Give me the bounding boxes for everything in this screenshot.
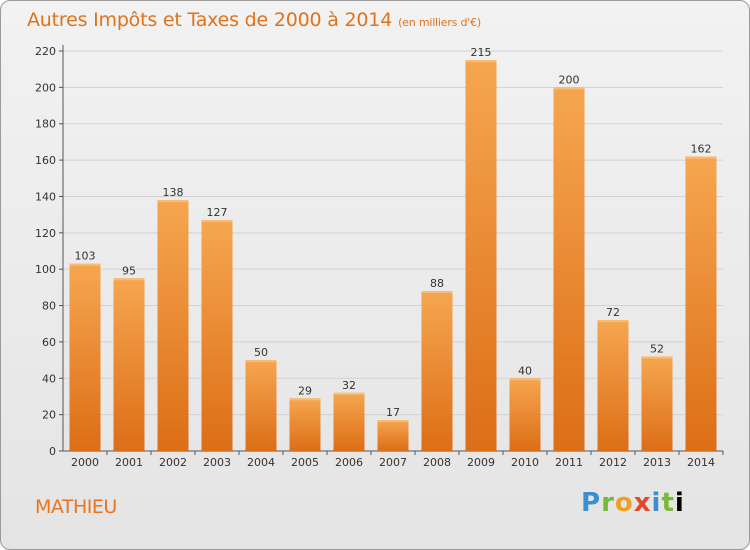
bar: [377, 420, 409, 451]
x-tick-label: 2007: [379, 456, 407, 469]
chart-title: Autres Impôts et Taxes de 2000 à 2014 (en…: [27, 9, 481, 31]
y-tick-label: 120: [35, 227, 56, 240]
bar-top-highlight: [113, 278, 145, 281]
value-label: 17: [386, 406, 400, 419]
value-label: 162: [691, 142, 712, 155]
x-tick-label: 2003: [203, 456, 231, 469]
y-tick-label: 40: [42, 372, 56, 385]
bar-top-highlight: [465, 60, 497, 63]
y-tick-label: 180: [35, 118, 56, 131]
proxiti-logo: Proxiti: [581, 488, 685, 518]
bar-top-highlight: [377, 420, 409, 423]
x-tick-label: 2005: [291, 456, 319, 469]
bar: [201, 220, 233, 451]
logo-letter: P: [581, 488, 602, 518]
logo-letter: x: [633, 488, 652, 518]
x-tick-label: 2009: [467, 456, 495, 469]
x-tick-label: 2010: [511, 456, 539, 469]
x-tick-label: 2013: [643, 456, 671, 469]
value-label: 32: [342, 379, 356, 392]
bar-top-highlight: [597, 320, 629, 323]
x-tick-label: 2011: [555, 456, 583, 469]
bar: [465, 60, 497, 451]
bar-top-highlight: [157, 200, 189, 203]
bar: [553, 87, 585, 451]
x-tick-labels: 2000 2001 2002 2003 2004 2005 2006 2007 2008 2009…: [71, 451, 724, 469]
value-label: 127: [207, 206, 228, 219]
bar: [641, 356, 673, 451]
value-label: 40: [518, 364, 532, 377]
y-tick-label: 100: [35, 263, 56, 276]
bar-top-highlight: [509, 378, 541, 381]
logo-letter: r: [601, 488, 615, 518]
x-tick-label: 2006: [335, 456, 363, 469]
y-tick-label: 80: [42, 300, 56, 313]
logo-letter: o: [614, 488, 634, 518]
y-tick-label: 60: [42, 336, 56, 349]
bar: [113, 278, 145, 451]
x-tick-label: 2012: [599, 456, 627, 469]
y-tick-label: 140: [35, 190, 56, 203]
bar: [333, 392, 365, 451]
bar: [597, 320, 629, 451]
bar: [421, 291, 453, 451]
commune-name: MATHIEU: [35, 496, 117, 518]
x-tick-label: 2014: [687, 456, 715, 469]
y-tick-label: 220: [35, 45, 56, 58]
value-label: 215: [471, 46, 492, 59]
logo-letter: t: [661, 488, 675, 518]
value-label: 52: [650, 342, 664, 355]
chart-title-text: Autres Impôts et Taxes de 2000 à 2014: [27, 9, 393, 31]
bar-top-highlight: [553, 87, 585, 90]
value-label: 95: [122, 264, 136, 277]
x-tick-label: 2008: [423, 456, 451, 469]
bar: [157, 200, 189, 451]
bar-top-highlight: [69, 263, 101, 266]
bar: [245, 360, 277, 451]
bar: [289, 398, 321, 451]
chart-unit: (en milliers d'€): [398, 16, 481, 29]
bar-top-highlight: [421, 291, 453, 293]
y-tick-labels: 0 20 40 60 80 100 120 140 160 180 200 220: [35, 45, 63, 458]
value-label: 200: [559, 73, 580, 86]
y-tick-label: 160: [35, 154, 56, 167]
bar: [69, 263, 101, 451]
bar-top-highlight: [685, 156, 717, 159]
value-labels: 103 95 138 127 50 29 32 17 88 215 40 200 72 52 162: [75, 46, 712, 419]
x-tick-label: 2000: [71, 456, 99, 469]
x-tick-label: 2004: [247, 456, 275, 469]
x-tick-label: 2002: [159, 456, 187, 469]
value-label: 50: [254, 346, 268, 359]
bars: [69, 60, 717, 452]
bar-top-highlight: [641, 356, 673, 359]
bar-top-highlight: [289, 398, 321, 401]
y-tick-label: 0: [49, 445, 56, 458]
bar-top-highlight: [245, 360, 277, 363]
y-tick-label: 200: [35, 81, 56, 94]
value-label: 72: [606, 306, 620, 319]
value-label: 29: [298, 384, 312, 397]
logo-letter: i: [674, 488, 685, 518]
y-tick-label: 20: [42, 409, 56, 422]
value-label: 88: [430, 277, 444, 290]
x-tick-label: 2001: [115, 456, 143, 469]
bar-top-highlight: [201, 220, 233, 223]
bar-top-highlight: [333, 392, 365, 395]
bar: [685, 156, 717, 452]
bar: [509, 378, 541, 451]
value-label: 138: [163, 186, 184, 199]
value-label: 103: [75, 250, 96, 263]
logo-letter: i: [651, 488, 662, 518]
